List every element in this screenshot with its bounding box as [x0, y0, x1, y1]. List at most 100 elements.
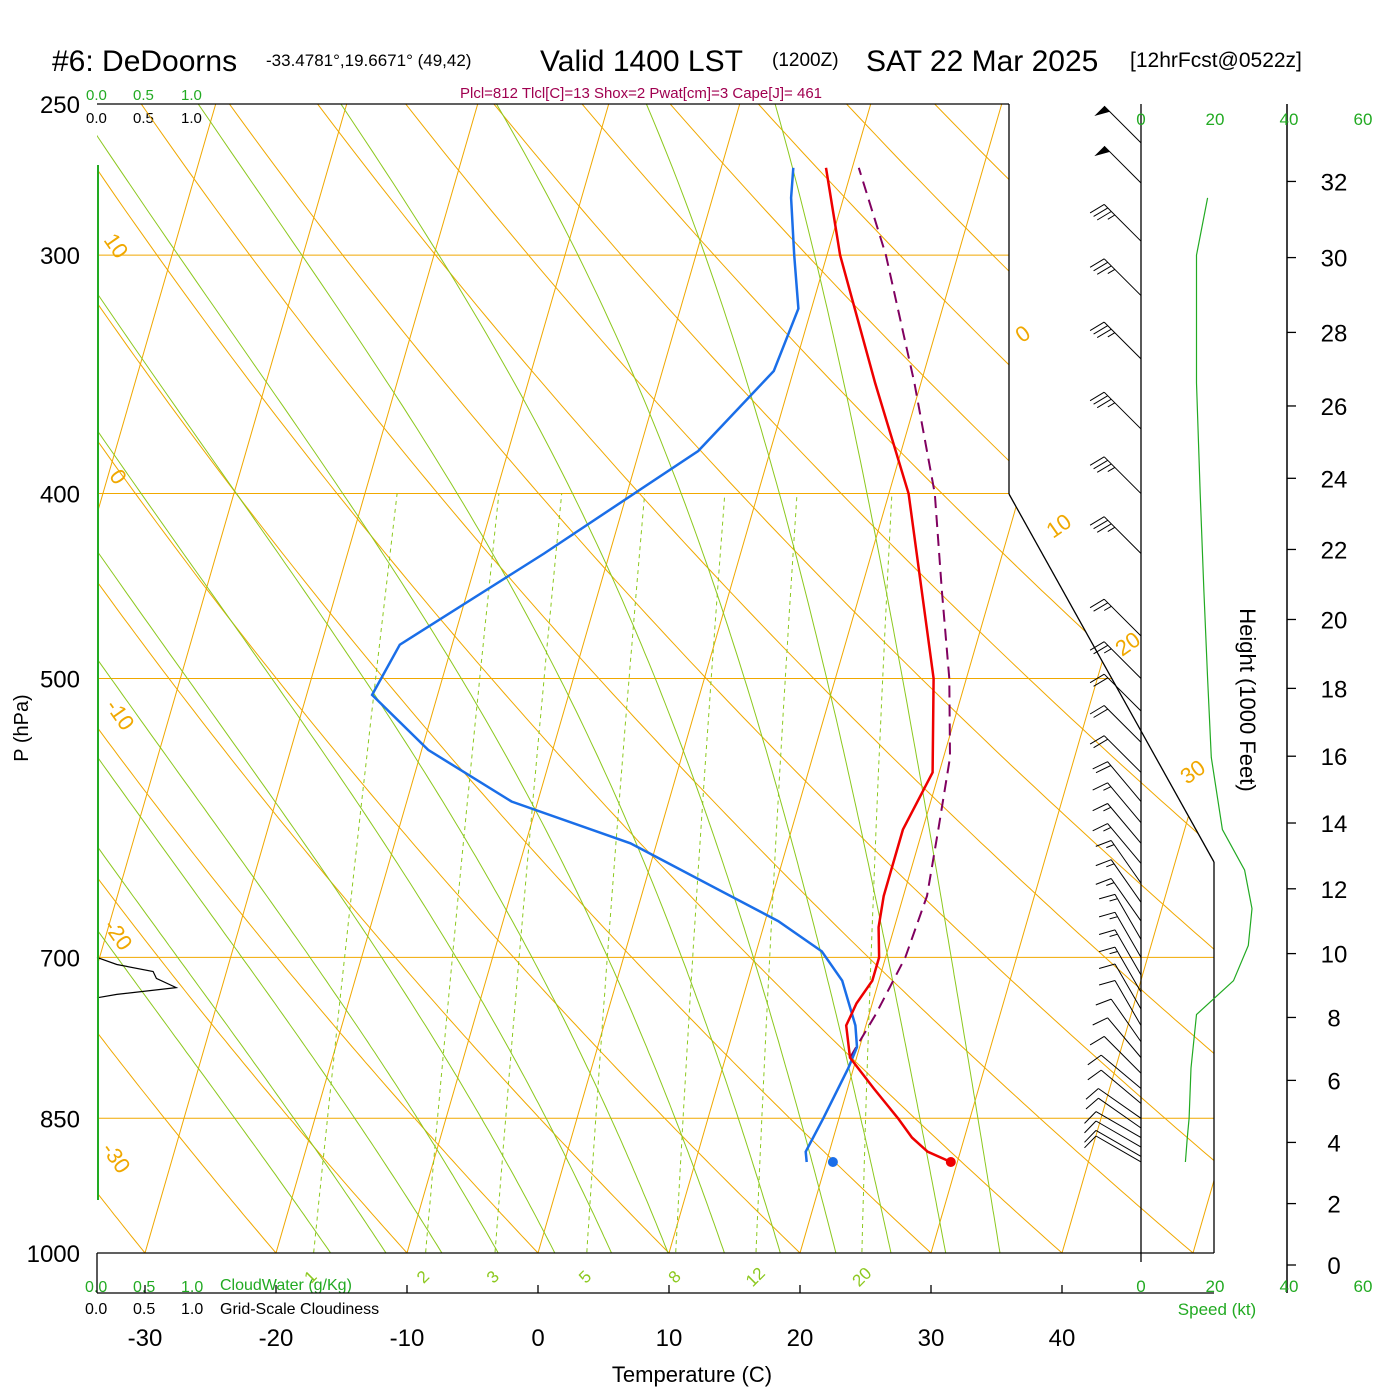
mixing-ratio-label: 5 [575, 1267, 595, 1287]
cloudwater-scale-bottom: 0.0 0.5 1.0 CloudWater (g/Kg) [85, 1277, 352, 1296]
height-tick-label: 6 [1327, 1068, 1340, 1095]
pressure-tick-label: 400 [40, 482, 80, 509]
wind-barb [1089, 258, 1142, 296]
speed-tick-label-top: 60 [1354, 110, 1373, 129]
height-tick-label: 32 [1321, 169, 1348, 196]
scale-label: 0.0 [85, 1279, 107, 1296]
wind-barb [1103, 145, 1142, 184]
height-tick-label: 0 [1327, 1253, 1340, 1280]
temperature-tick-label: -30 [128, 1325, 163, 1352]
valid-time: Valid 1400 LST [540, 45, 743, 78]
height-tick-label: 16 [1321, 744, 1348, 771]
wind-barb [1095, 840, 1142, 884]
mixing-ratio-line [488, 493, 563, 1253]
moist-adiabat [764, 104, 1014, 1253]
temperature-tick-label: 20 [787, 1325, 814, 1352]
speed-tick-label-top: 40 [1280, 110, 1299, 129]
scale-label: 0.5 [133, 87, 154, 104]
wind-barb [1098, 911, 1142, 958]
wind-barb [1095, 998, 1142, 1043]
wind-barb [1084, 1129, 1142, 1157]
scale-label: 0.0 [86, 110, 107, 127]
wind-barb [1095, 859, 1142, 903]
wind-barbs [1084, 105, 1142, 1163]
dry-adiabat [97, 104, 444, 1253]
scale-label: 1.0 [181, 110, 202, 127]
pressure-tick-label: 1000 [27, 1241, 80, 1268]
wind-barb [1089, 641, 1142, 679]
isotherm-line [656, 104, 1003, 1253]
wind-barb-flag [1094, 146, 1110, 157]
cloudiness-profile [96, 165, 179, 1200]
isotherm-line [97, 104, 348, 1253]
moist-adiabat [97, 104, 542, 1253]
y-axis-title: P (hPa) [11, 694, 33, 761]
isotherm-line [918, 104, 1214, 1253]
wind-barb [1092, 803, 1142, 844]
isotherm-label: 10 [1042, 509, 1076, 544]
speed-tick-label-bottom: 0 [1136, 1277, 1145, 1296]
wind-barb [1084, 1111, 1142, 1139]
moist-adiabat [97, 104, 699, 1253]
speed-axis-title: Speed (kt) [1178, 1300, 1256, 1319]
temperature-tick-label: 40 [1049, 1325, 1076, 1352]
moist-adiabat [97, 104, 490, 1253]
temperature-tick-label: -20 [259, 1325, 294, 1352]
temperature-tick-label: -10 [390, 1325, 425, 1352]
isotherm-label: 0 [1011, 320, 1035, 348]
wind-barb [1089, 203, 1142, 242]
dry-adiabat [97, 104, 975, 1253]
wind-barb [1089, 1035, 1142, 1074]
height-tick-label: 20 [1321, 607, 1348, 634]
mixing-ratio-line [859, 493, 893, 1253]
wind-barb [1089, 321, 1142, 360]
height-tick-label: 24 [1321, 466, 1348, 493]
temperature-trace [824, 167, 952, 1164]
scale-label: 1.0 [181, 87, 202, 104]
wind-barb [1098, 929, 1142, 976]
temperature-tick-label: 10 [656, 1325, 683, 1352]
wind-barb [1085, 1088, 1142, 1119]
isotherm-line [132, 104, 479, 1253]
height-tick-label: 18 [1321, 676, 1348, 703]
dry-adiabat [303, 104, 1214, 1253]
wind-barb [1084, 1120, 1142, 1148]
moist-adiabat [97, 104, 752, 1253]
wind-barb [1084, 1135, 1142, 1163]
dry-adiabat [0, 85, 45, 1293]
station-title: #6: DeDoorns [52, 45, 237, 78]
cloudwater-scale-top: 0.0 0.5 1.0 [86, 87, 202, 104]
dry-adiabat [97, 104, 710, 1253]
mixing-ratio-line [752, 493, 798, 1253]
height-tick-label: 14 [1321, 811, 1348, 838]
mixing-ratio-label: 8 [665, 1267, 685, 1287]
isotherm-line [394, 104, 741, 1253]
wind-barb [1098, 980, 1142, 1026]
moist-adiabat [174, 104, 804, 1253]
wind-speed-line [1184, 197, 1253, 1163]
mixing-ratio-label: 3 [483, 1267, 503, 1287]
mixing-ratio-line [581, 493, 646, 1253]
isotherm-label: -30 [97, 1138, 136, 1178]
height-tick-label: 22 [1321, 537, 1348, 564]
cloudwater-label: CloudWater (g/Kg) [220, 1277, 352, 1294]
height-tick-label: 26 [1321, 394, 1348, 421]
mixing-ratio-label: 12 [742, 1264, 769, 1291]
speed-tick-label-bottom: 60 [1354, 1277, 1373, 1296]
wind-barb [1092, 782, 1142, 823]
scale-label: 0.0 [85, 1301, 107, 1318]
moist-adiabat [97, 104, 647, 1253]
wind-barb [1087, 1069, 1142, 1104]
plot-frame [96, 103, 1215, 1294]
dry-adiabat [127, 104, 1214, 1253]
background-grid [0, 85, 1400, 1293]
dry-adiabat [1355, 85, 1400, 1293]
wind-barb [1089, 735, 1142, 773]
temperature-tick-label: 30 [918, 1325, 945, 1352]
wind-barb [1089, 391, 1142, 430]
wind-barb [1089, 456, 1142, 494]
valid-date: SAT 22 Mar 2025 [866, 45, 1098, 78]
scale-label: 0.0 [86, 87, 107, 104]
